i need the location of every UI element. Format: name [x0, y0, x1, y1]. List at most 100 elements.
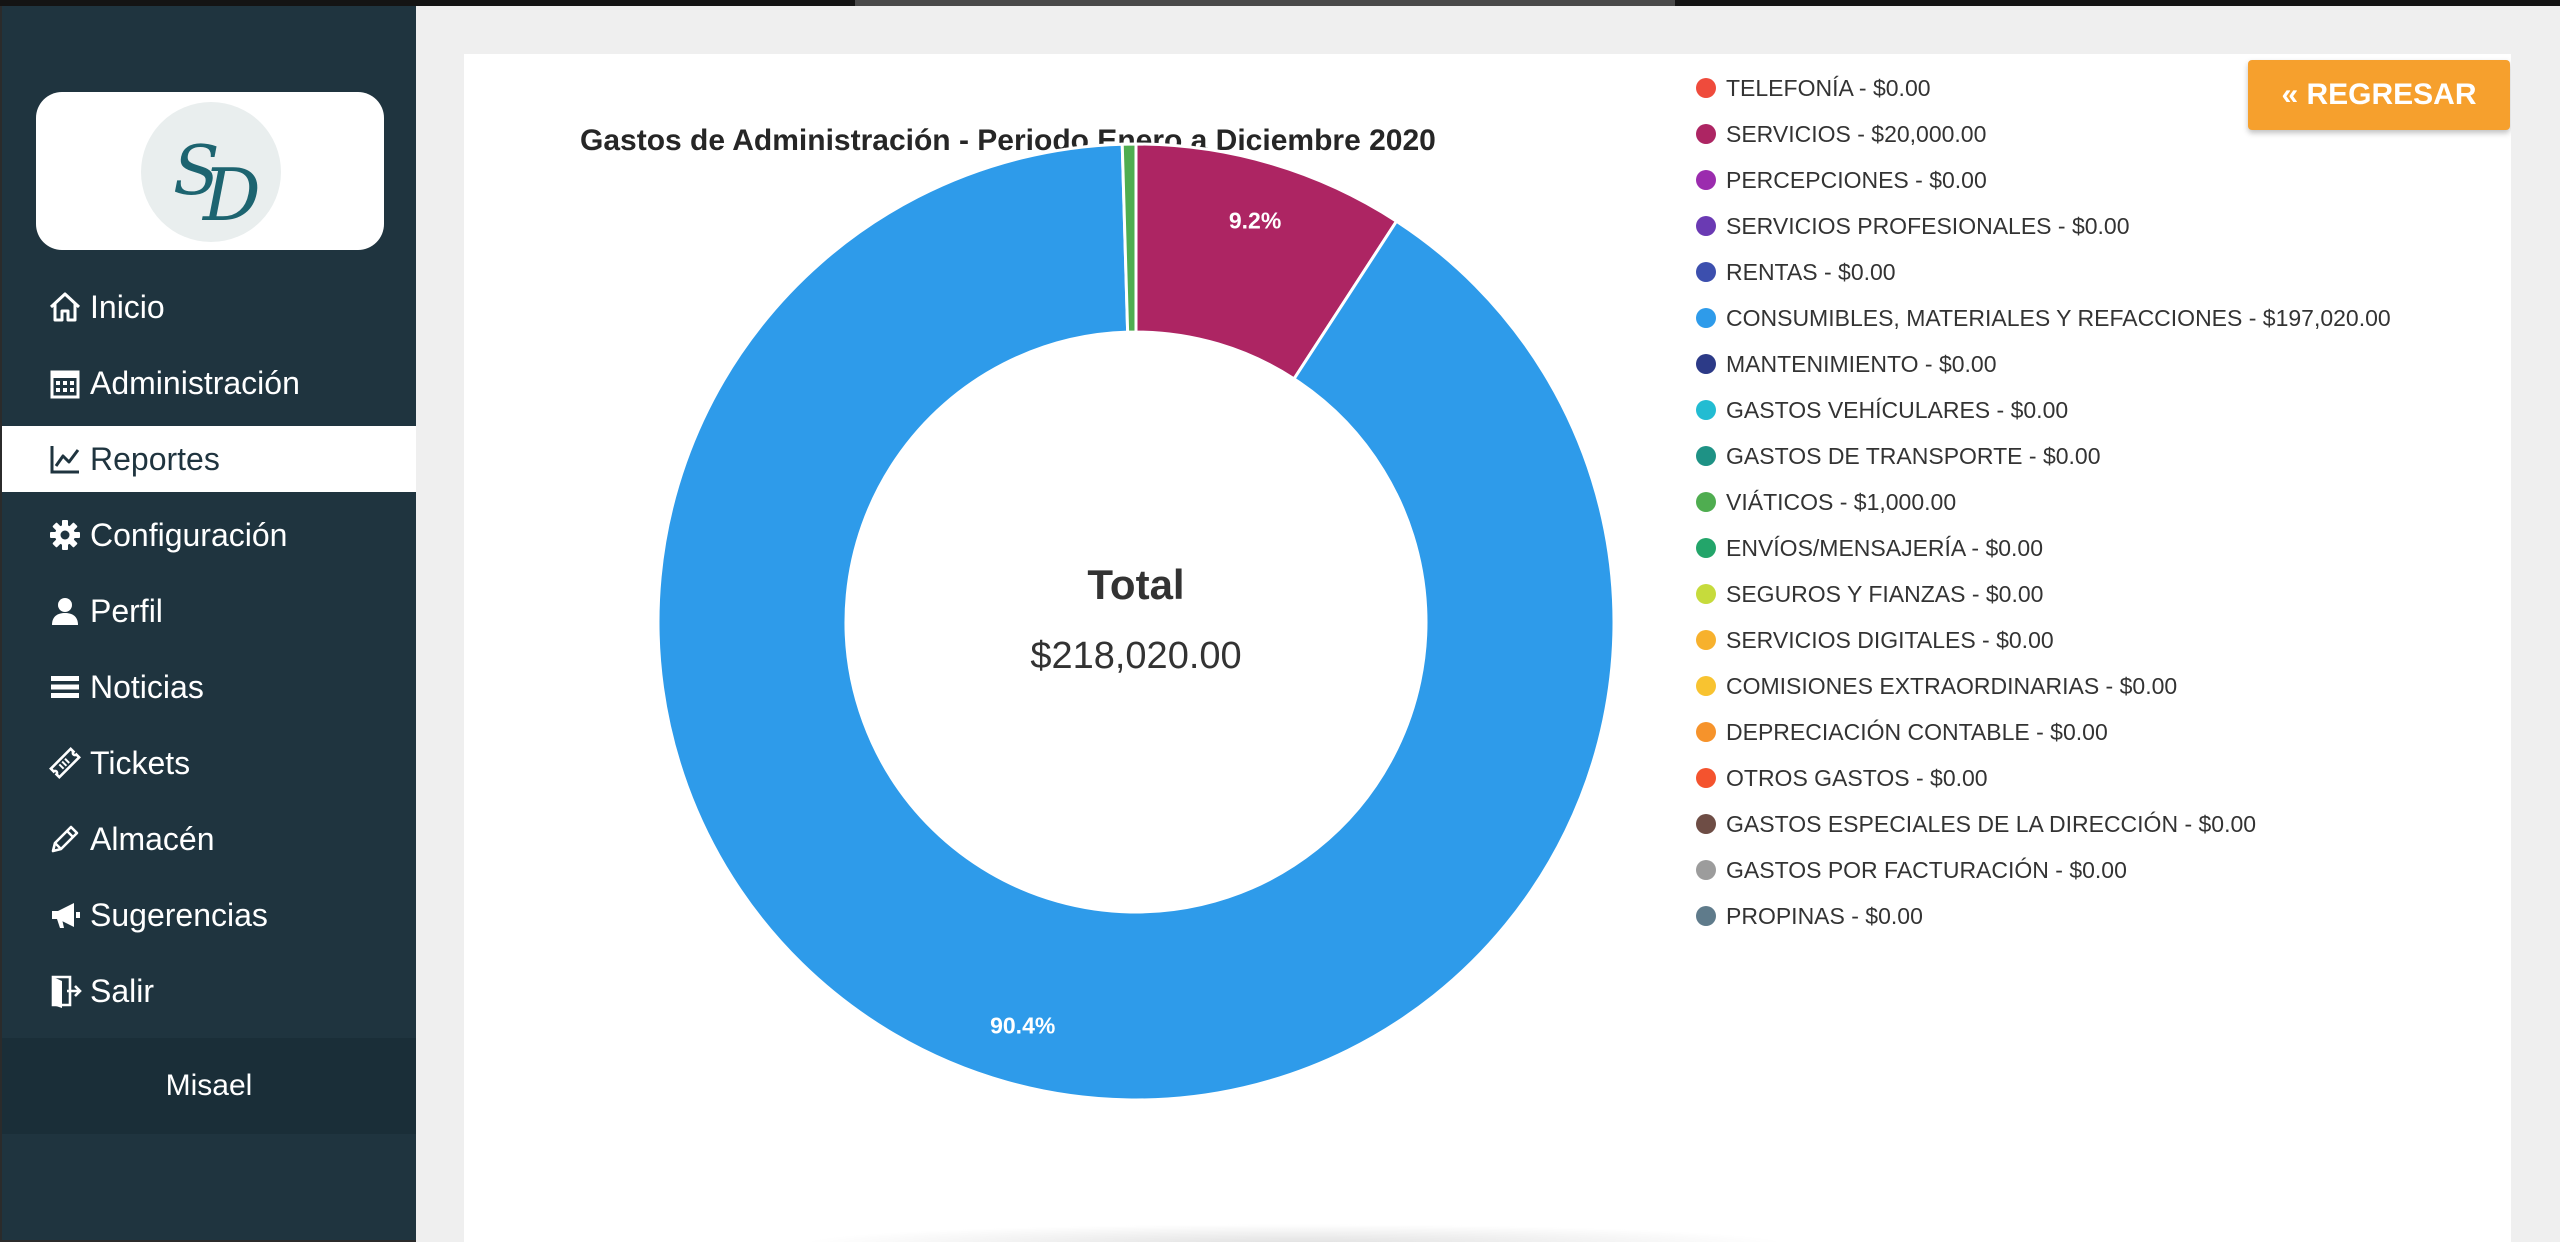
sidebar-item-administracion[interactable]: Administración — [2, 350, 416, 416]
legend-item[interactable]: GASTOS POR FACTURACIÓN - $0.00 — [1696, 847, 2496, 893]
user-name-box[interactable]: Misael — [2, 1038, 416, 1134]
legend-color-dot — [1696, 906, 1716, 926]
svg-text:S: S — [173, 132, 220, 211]
chart-legend: TELEFONÍA - $0.00 SERVICIOS - $20,000.00 P… — [1696, 65, 2496, 939]
sidebar-item-label: Inicio — [90, 288, 165, 325]
exit-door-icon — [48, 974, 82, 1008]
legend-item[interactable]: COMISIONES EXTRAORDINARIAS - $0.00 — [1696, 663, 2496, 709]
chart-line-icon — [48, 442, 82, 476]
logo: S D — [141, 102, 281, 242]
logo-monogram-icon: S D — [173, 132, 261, 237]
sidebar: S D Inicio Administración Reportes — [2, 6, 416, 1240]
report-card: Gastos de Administración - Periodo Enero… — [464, 54, 2511, 1242]
legend-label: SERVICIOS PROFESIONALES - $0.00 — [1726, 212, 2130, 239]
legend-color-dot — [1696, 170, 1716, 190]
legend-item[interactable]: CONSUMIBLES, MATERIALES Y REFACCIONES - … — [1696, 295, 2496, 341]
legend-item[interactable]: SERVICIOS PROFESIONALES - $0.00 — [1696, 203, 2496, 249]
legend-item[interactable]: ENVÍOS/MENSAJERÍA - $0.00 — [1696, 525, 2496, 571]
legend-item[interactable]: PROPINAS - $0.00 — [1696, 893, 2496, 939]
legend-color-dot — [1696, 262, 1716, 282]
legend-label: VIÁTICOS - $1,000.00 — [1726, 488, 1957, 515]
slice-percent-label: 9.2% — [1229, 207, 1281, 233]
legend-color-dot — [1696, 860, 1716, 880]
sidebar-item-inicio[interactable]: Inicio — [2, 274, 416, 340]
legend-color-dot — [1696, 308, 1716, 328]
legend-item[interactable]: OTROS GASTOS - $0.00 — [1696, 755, 2496, 801]
pencil-icon — [48, 822, 82, 856]
legend-label: DEPRECIACIÓN CONTABLE - $0.00 — [1726, 718, 2108, 745]
legend-color-dot — [1696, 584, 1716, 604]
legend-label: GASTOS POR FACTURACIÓN - $0.00 — [1726, 856, 2127, 883]
home-icon — [48, 290, 82, 324]
legend-label: SERVICIOS DIGITALES - $0.00 — [1726, 626, 2054, 653]
sidebar-item-perfil[interactable]: Perfil — [2, 578, 416, 644]
legend-item[interactable]: GASTOS ESPECIALES DE LA DIRECCIÓN - $0.0… — [1696, 801, 2496, 847]
sidebar-item-configuracion[interactable]: Configuración — [2, 502, 416, 568]
legend-label: RENTAS - $0.00 — [1726, 258, 1896, 285]
sidebar-item-salir[interactable]: Salir — [2, 958, 416, 1024]
donut-slice[interactable] — [656, 142, 1616, 1102]
legend-label: PROPINAS - $0.00 — [1726, 902, 1923, 929]
calendar-icon — [48, 366, 82, 400]
sidebar-item-noticias[interactable]: Noticias — [2, 654, 416, 720]
chart-title: Gastos de Administración - Periodo Enero… — [580, 124, 1436, 157]
legend-item[interactable]: VIÁTICOS - $1,000.00 — [1696, 479, 2496, 525]
legend-item[interactable]: SERVICIOS DIGITALES - $0.00 — [1696, 617, 2496, 663]
sidebar-item-almacen[interactable]: Almacén — [2, 806, 416, 872]
ticket-icon — [48, 746, 82, 780]
sidebar-item-sugerencias[interactable]: Sugerencias — [2, 882, 416, 948]
legend-label: ENVÍOS/MENSAJERÍA - $0.00 — [1726, 534, 2044, 561]
legend-color-dot — [1696, 354, 1716, 374]
sidebar-nav: Inicio Administración Reportes Configura… — [2, 274, 416, 1034]
chart-center-value: $218,020.00 — [1030, 635, 1241, 677]
sidebar-item-tickets[interactable]: Tickets — [2, 730, 416, 796]
legend-color-dot — [1696, 538, 1716, 558]
legend-item[interactable]: GASTOS DE TRANSPORTE - $0.00 — [1696, 433, 2496, 479]
legend-label: COMISIONES EXTRAORDINARIAS - $0.00 — [1726, 672, 2178, 699]
browser-top-bar — [0, 0, 2560, 6]
sidebar-item-label: Noticias — [90, 668, 204, 705]
logo-container[interactable]: S D — [36, 92, 384, 250]
main-area: Gastos de Administración - Periodo Enero… — [416, 6, 2560, 1242]
chart-center-title: Total — [1087, 561, 1184, 608]
decorative-shadow — [794, 1224, 1794, 1242]
legend-item[interactable]: TELEFONÍA - $0.00 — [1696, 65, 2496, 111]
legend-item[interactable]: GASTOS VEHÍCULARES - $0.00 — [1696, 387, 2496, 433]
sidebar-item-label: Configuración — [90, 516, 288, 553]
legend-color-dot — [1696, 216, 1716, 236]
sidebar-item-label: Tickets — [90, 744, 191, 781]
list-icon — [48, 670, 82, 704]
legend-item[interactable]: DEPRECIACIÓN CONTABLE - $0.00 — [1696, 709, 2496, 755]
sidebar-item-label: Reportes — [90, 440, 220, 477]
legend-item[interactable]: RENTAS - $0.00 — [1696, 249, 2496, 295]
user-icon — [48, 594, 82, 628]
donut-slice[interactable] — [1120, 142, 1138, 334]
sidebar-item-label: Almacén — [90, 820, 215, 857]
megaphone-icon — [48, 898, 82, 932]
legend-color-dot — [1696, 124, 1716, 144]
sidebar-item-label: Salir — [90, 972, 155, 1009]
legend-color-dot — [1696, 676, 1716, 696]
legend-label: MANTENIMIENTO - $0.00 — [1726, 350, 1997, 377]
legend-label: PERCEPCIONES - $0.00 — [1726, 166, 1987, 193]
legend-color-dot — [1696, 78, 1716, 98]
legend-item[interactable]: SERVICIOS - $20,000.00 — [1696, 111, 2496, 157]
svg-text:D: D — [201, 153, 261, 237]
legend-color-dot — [1696, 722, 1716, 742]
sidebar-item-reportes[interactable]: Reportes — [2, 426, 416, 492]
legend-item[interactable]: PERCEPCIONES - $0.00 — [1696, 157, 2496, 203]
back-button[interactable]: « REGRESAR — [2248, 60, 2510, 130]
sidebar-item-label: Sugerencias — [90, 896, 268, 933]
legend-label: GASTOS DE TRANSPORTE - $0.00 — [1726, 442, 2101, 469]
browser-tab-strip — [855, 0, 1675, 6]
legend-label: OTROS GASTOS - $0.00 — [1726, 764, 1988, 791]
legend-item[interactable]: MANTENIMIENTO - $0.00 — [1696, 341, 2496, 387]
legend-color-dot — [1696, 768, 1716, 788]
legend-color-dot — [1696, 630, 1716, 650]
legend-label: CONSUMIBLES, MATERIALES Y REFACCIONES - … — [1726, 304, 2391, 331]
legend-label: TELEFONÍA - $0.00 — [1726, 74, 1931, 101]
legend-label: GASTOS VEHÍCULARES - $0.00 — [1726, 396, 2069, 423]
legend-item[interactable]: SEGUROS Y FIANZAS - $0.00 — [1696, 571, 2496, 617]
slice-percent-label: 90.4% — [990, 1012, 1055, 1038]
user-name: Misael — [165, 1069, 253, 1102]
